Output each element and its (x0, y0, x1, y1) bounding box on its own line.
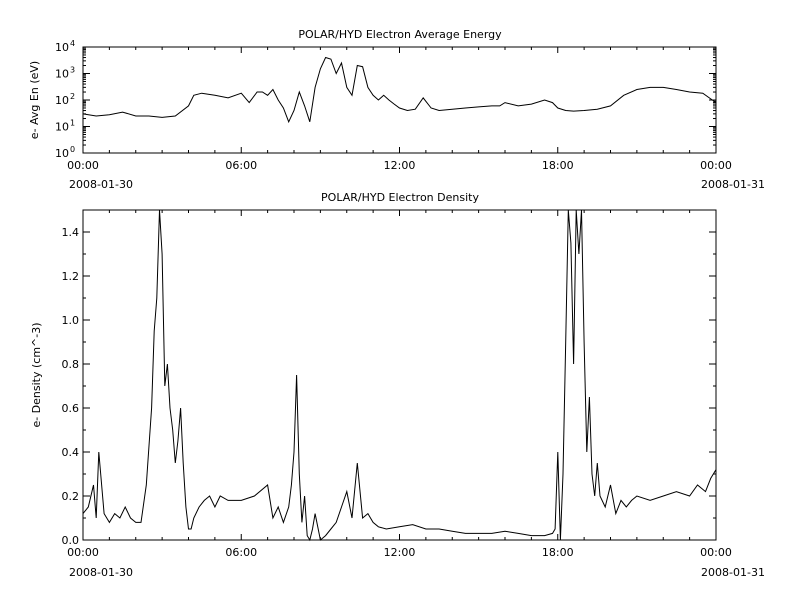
density-title: POLAR/HYD Electron Density (321, 191, 479, 204)
energy-x-tick-label: 06:00 (225, 159, 257, 172)
density-x-tick-label: 00:00 (67, 546, 99, 559)
density-x-tick-label: 00:00 (700, 546, 732, 559)
density-x-tick-label: 12:00 (384, 546, 416, 559)
energy-series-line (82, 56, 717, 124)
density-y-tick-label: 0.2 (62, 490, 80, 503)
energy-y-tick-exponent: 3 (70, 66, 75, 75)
energy-x-axis: 00:00 06:00 12:00 18:00 00:00 (67, 47, 732, 172)
density-y-tick-label: 1.4 (62, 226, 80, 239)
energy-y-tick-label: 10 (55, 121, 69, 134)
density-y-tick-label: 0.0 (62, 534, 80, 547)
density-panel: POLAR/HYD Electron Density 0.00.20.40.60… (30, 191, 765, 579)
density-x-tick-label: 06:00 (225, 546, 257, 559)
density-series-line (82, 209, 717, 542)
energy-x-tick-label: 00:00 (67, 159, 99, 172)
energy-y-tick-label: 10 (55, 147, 69, 160)
density-y-axis: 0.0 0.2 0.4 0.6 0.8 1.0 1.2 1.4 (62, 209, 716, 547)
density-date-end: 2008-01-31 (701, 566, 765, 579)
density-x-axis: 00:00 06:00 12:00 18:00 00:00 (67, 210, 732, 559)
density-y-tick-label: 0.4 (62, 446, 80, 459)
density-y-tick-label: 0.6 (62, 402, 80, 415)
density-y-axis-label: e- Density (cm^-3) (30, 322, 43, 427)
energy-y-tick-exponent: 0 (70, 145, 75, 154)
energy-x-tick-label: 00:00 (700, 159, 732, 172)
energy-plot-frame (82, 46, 717, 154)
energy-y-tick-label: 10 (55, 94, 69, 107)
density-y-tick-label: 1.0 (62, 314, 80, 327)
energy-y-tick-exponent: 1 (70, 119, 75, 128)
energy-y-axis-label: e- Avg En (eV) (28, 61, 41, 139)
energy-y-tick-exponent: 4 (70, 39, 75, 48)
energy-y-tick-label: 10 (55, 68, 69, 81)
energy-y-tick-exponent: 2 (70, 92, 75, 101)
energy-date-start: 2008-01-30 (69, 178, 133, 191)
density-y-tick-label: 1.2 (62, 270, 80, 283)
energy-date-end: 2008-01-31 (701, 178, 765, 191)
energy-y-tick-label: 10 (55, 41, 69, 54)
energy-title: POLAR/HYD Electron Average Energy (298, 28, 502, 41)
energy-x-tick-label: 12:00 (384, 159, 416, 172)
density-plot-frame (82, 209, 717, 541)
density-y-tick-label: 0.8 (62, 358, 80, 371)
energy-x-tick-label: 18:00 (542, 159, 574, 172)
density-x-tick-label: 18:00 (542, 546, 574, 559)
density-date-start: 2008-01-30 (69, 566, 133, 579)
